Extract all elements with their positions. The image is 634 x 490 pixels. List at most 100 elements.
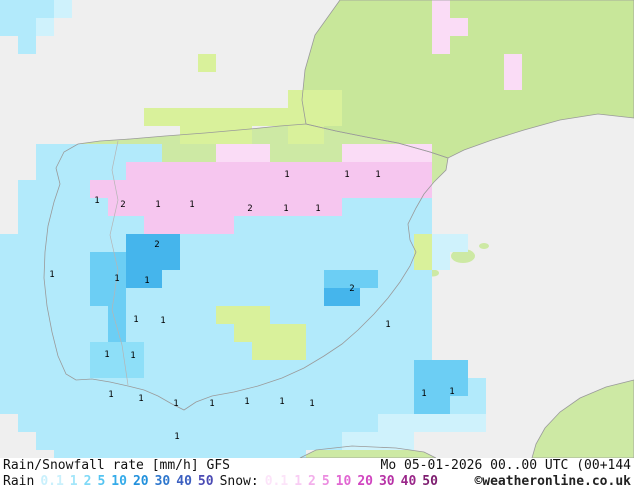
precip-cell: [504, 72, 522, 90]
precip-cell: [36, 18, 54, 36]
precip-cell: [54, 288, 72, 306]
precip-cell: [378, 288, 396, 306]
precip-cell: [216, 162, 234, 180]
precip-cell: [18, 414, 36, 432]
precip-cell: [396, 270, 414, 288]
precip-cell: [90, 288, 108, 306]
precip-cell: [324, 378, 342, 396]
precip-cell: [54, 360, 72, 378]
precip-cell: [306, 198, 324, 216]
precip-cell: [252, 342, 270, 360]
precip-cell: [360, 306, 378, 324]
precip-cell: [126, 234, 144, 252]
precip-cell: [270, 306, 288, 324]
precip-cell: [324, 432, 342, 450]
precip-cell: [342, 162, 360, 180]
precip-cell: [126, 378, 144, 396]
precip-cell: [252, 432, 270, 450]
precip-cell: [126, 288, 144, 306]
precip-cell: [162, 432, 180, 450]
precip-cell: [198, 180, 216, 198]
precip-cell: [108, 306, 126, 324]
precip-cell: [414, 396, 432, 414]
precip-cell: [108, 360, 126, 378]
precip-cell: [432, 36, 450, 54]
precip-cell: [270, 342, 288, 360]
precip-cell: [378, 144, 396, 162]
precip-cell: [198, 414, 216, 432]
precip-cell: [324, 288, 342, 306]
precip-cell: [162, 342, 180, 360]
precip-value-label: 1: [144, 276, 149, 286]
precip-cell: [126, 360, 144, 378]
precip-cell: [432, 234, 450, 252]
coastline: [43, 0, 634, 458]
precip-cell: [396, 396, 414, 414]
precip-cell: [54, 234, 72, 252]
rain-scale-value: 0.1: [40, 474, 64, 489]
precip-cell: [378, 234, 396, 252]
precip-cell: [0, 288, 18, 306]
precip-cell: [378, 162, 396, 180]
precip-cell: [72, 216, 90, 234]
precip-cell: [432, 396, 450, 414]
precip-cell: [270, 198, 288, 216]
precip-cell: [234, 306, 252, 324]
precip-cell: [396, 414, 414, 432]
precip-cell: [216, 270, 234, 288]
precip-cell: [144, 198, 162, 216]
precip-cell: [252, 450, 270, 458]
precip-cell: [306, 378, 324, 396]
precip-cell: [234, 144, 252, 162]
precip-cell: [54, 162, 72, 180]
precip-cell: [342, 432, 360, 450]
precip-cell: [324, 252, 342, 270]
precip-cell: [342, 144, 360, 162]
precip-cell: [378, 378, 396, 396]
precip-cell: [0, 396, 18, 414]
precip-cell: [54, 0, 72, 18]
precip-cell: [144, 396, 162, 414]
precip-cell: [90, 360, 108, 378]
precip-cell: [36, 432, 54, 450]
precip-cell: [414, 216, 432, 234]
precip-cell: [270, 360, 288, 378]
precip-cell: [18, 198, 36, 216]
precip-cell: [324, 342, 342, 360]
precip-cell: [126, 198, 144, 216]
precip-cell: [36, 342, 54, 360]
precip-cell: [54, 198, 72, 216]
precip-cell: [234, 378, 252, 396]
precipitation-map: 1 1 1 1 2 1 1 2 1 1 2 1 1 1 2 1 1 1 1 1 1 1 1 1 1 1 1 1 1 1: [0, 0, 634, 458]
precip-cell: [270, 216, 288, 234]
precip-cell: [288, 450, 306, 458]
precip-cell: [324, 216, 342, 234]
precip-cell: [108, 252, 126, 270]
precip-cell: [324, 270, 342, 288]
precip-cell: [126, 270, 144, 288]
precip-cell: [18, 342, 36, 360]
precip-cell: [342, 234, 360, 252]
precip-cell: [198, 306, 216, 324]
precip-cell: [18, 288, 36, 306]
precip-cell: [288, 216, 306, 234]
precip-cell: [360, 198, 378, 216]
precip-cell: [324, 396, 342, 414]
precip-cell: [72, 378, 90, 396]
precip-cell: [252, 324, 270, 342]
precip-cell: [0, 360, 18, 378]
rain-scale: 0.1 1 2 5 10 20 30 40 50: [40, 474, 213, 490]
precip-cell: [198, 324, 216, 342]
precip-cell: [414, 414, 432, 432]
precip-cell: [72, 144, 90, 162]
precip-cell: [360, 144, 378, 162]
precip-cell: [342, 270, 360, 288]
precip-value-label: 1: [155, 200, 160, 210]
precip-cell: [72, 396, 90, 414]
precip-cell: [414, 324, 432, 342]
precip-cell: [342, 216, 360, 234]
precip-cell: [234, 342, 252, 360]
precip-cell: [450, 396, 468, 414]
snow-scale-value: 0.1: [264, 474, 289, 489]
precip-cell: [126, 306, 144, 324]
